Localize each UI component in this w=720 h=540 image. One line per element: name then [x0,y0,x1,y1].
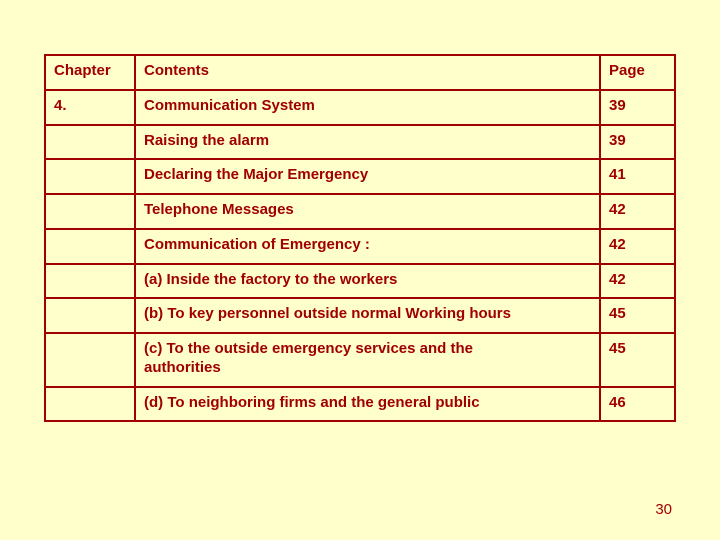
table-row: Telephone Messages 42 [45,194,675,229]
contents-table: Chapter Contents Page 4. Communication S… [44,54,676,422]
cell-page: 42 [600,229,675,264]
cell-chapter [45,229,135,264]
cell-page: 45 [600,333,675,387]
page: Chapter Contents Page 4. Communication S… [0,0,720,540]
cell-page: 42 [600,264,675,299]
table-row: Declaring the Major Emergency 41 [45,159,675,194]
cell-contents: Raising the alarm [135,125,600,160]
cell-chapter [45,194,135,229]
table-row: (c) To the outside emergency services an… [45,333,675,387]
table-row: Communication of Emergency : 42 [45,229,675,264]
header-contents: Contents [135,55,600,90]
cell-chapter: 4. [45,90,135,125]
cell-page: 41 [600,159,675,194]
header-page: Page [600,55,675,90]
cell-chapter [45,264,135,299]
cell-chapter [45,387,135,422]
cell-chapter [45,298,135,333]
cell-contents: (d) To neighboring firms and the general… [135,387,600,422]
table-row: 4. Communication System 39 [45,90,675,125]
cell-chapter [45,159,135,194]
page-number: 30 [655,501,672,518]
cell-contents: (b) To key personnel outside normal Work… [135,298,600,333]
cell-page: 39 [600,90,675,125]
cell-contents: Telephone Messages [135,194,600,229]
cell-chapter [45,125,135,160]
table-row: Raising the alarm 39 [45,125,675,160]
cell-page: 42 [600,194,675,229]
cell-page: 46 [600,387,675,422]
table-row: (a) Inside the factory to the workers 42 [45,264,675,299]
table-row: (b) To key personnel outside normal Work… [45,298,675,333]
cell-chapter [45,333,135,387]
header-chapter: Chapter [45,55,135,90]
cell-contents: (c) To the outside emergency services an… [135,333,600,387]
cell-contents: Communication of Emergency : [135,229,600,264]
table-row: (d) To neighboring firms and the general… [45,387,675,422]
cell-page: 39 [600,125,675,160]
cell-page: 45 [600,298,675,333]
cell-contents: (a) Inside the factory to the workers [135,264,600,299]
table-body: 4. Communication System 39 Raising the a… [45,90,675,422]
table-header-row: Chapter Contents Page [45,55,675,90]
cell-contents: Declaring the Major Emergency [135,159,600,194]
cell-contents: Communication System [135,90,600,125]
